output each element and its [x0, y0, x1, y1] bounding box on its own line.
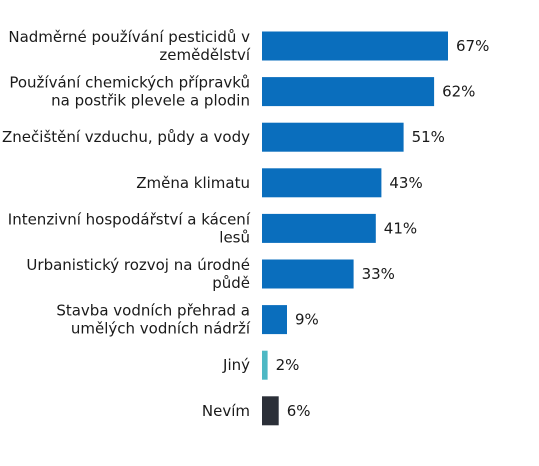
bars-layer	[262, 31, 448, 426]
category-label-line: umělých vodních nádrží	[71, 320, 251, 338]
category-label-line: Stavba vodních přehrad a	[56, 302, 250, 320]
bar-9	[262, 396, 279, 426]
category-label-line: lesů	[219, 228, 250, 246]
bar-5	[262, 213, 376, 243]
value-label-6: 33%	[362, 265, 395, 283]
value-labels-layer: 67% 62% 51% 43% 41% 33% 9% 2% 6%	[276, 37, 490, 420]
value-label-4: 43%	[389, 174, 422, 192]
category-label-5: Intenzivní hospodářství a kácení lesů	[8, 210, 251, 246]
category-label-line: Jiný	[222, 356, 250, 374]
category-label-line: Intenzivní hospodářství a kácení	[8, 210, 251, 228]
category-label-line: Používání chemických přípravků	[9, 74, 250, 92]
category-label-6: Urbanistický rozvoj na úrodné půdě	[26, 256, 250, 292]
category-label-9: Nevím	[202, 402, 250, 420]
category-label-line: půdě	[212, 274, 250, 292]
value-label-9: 6%	[287, 402, 311, 420]
category-label-4: Změna klimatu	[136, 174, 250, 192]
category-label-2: Používání chemických přípravků na postřik…	[9, 74, 250, 110]
category-label-line: Nevím	[202, 402, 250, 420]
bar-2	[262, 77, 435, 107]
value-label-7: 9%	[295, 311, 319, 329]
value-label-5: 41%	[384, 219, 417, 237]
category-label-8: Jiný	[222, 356, 250, 374]
value-label-3: 51%	[412, 128, 445, 146]
category-labels-layer: Nadměrné používání pesticidů v zemědělstv…	[2, 28, 251, 420]
bar-4	[262, 168, 382, 198]
value-label-2: 62%	[442, 83, 475, 101]
bar-7	[262, 305, 287, 335]
bar-6	[262, 259, 354, 289]
category-label-1: Nadměrné používání pesticidů v zemědělstv…	[8, 28, 250, 64]
bar-3	[262, 122, 404, 152]
category-label-7: Stavba vodních přehrad a umělých vodních …	[56, 302, 250, 338]
category-label-line: Nadměrné používání pesticidů v	[8, 28, 250, 46]
bar-1	[262, 31, 448, 61]
value-label-1: 67%	[456, 37, 489, 55]
category-label-line: na postřik plevele a plodin	[51, 92, 250, 110]
category-label-line: Znečištění vzduchu, půdy a vody	[2, 128, 250, 146]
bar-8	[262, 350, 268, 380]
category-label-3: Znečištění vzduchu, půdy a vody	[2, 128, 250, 146]
category-label-line: Změna klimatu	[136, 174, 250, 192]
category-label-line: zemědělství	[159, 46, 250, 64]
category-label-line: Urbanistický rozvoj na úrodné	[26, 256, 250, 274]
value-label-8: 2%	[276, 356, 300, 374]
